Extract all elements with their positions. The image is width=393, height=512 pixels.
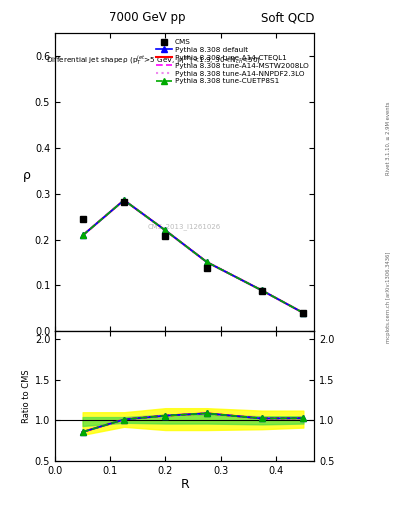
CMS [122,199,127,205]
Pythia 8.308 tune-CUETP8S1 [204,259,209,265]
Text: mcplots.cern.ch [arXiv:1306.3436]: mcplots.cern.ch [arXiv:1306.3436] [386,251,391,343]
Pythia 8.308 default [301,310,306,316]
Line: Pythia 8.308 default: Pythia 8.308 default [80,197,306,316]
Pythia 8.308 default [163,227,168,233]
Pythia 8.308 default [204,259,209,265]
Pythia 8.308 tune-A14-CTEQL1 [80,232,85,239]
Y-axis label: Ratio to CMS: Ratio to CMS [22,369,31,423]
Text: Soft QCD: Soft QCD [261,11,314,24]
Line: Pythia 8.308 tune-A14-CTEQL1: Pythia 8.308 tune-A14-CTEQL1 [83,200,303,313]
X-axis label: R: R [180,478,189,492]
Pythia 8.308 tune-A14-NNPDF2.3LO [301,310,306,316]
Pythia 8.308 tune-A14-MSTW2008LO [204,259,209,265]
Pythia 8.308 tune-A14-NNPDF2.3LO [122,197,127,203]
Line: Pythia 8.308 tune-A14-NNPDF2.3LO: Pythia 8.308 tune-A14-NNPDF2.3LO [83,200,303,313]
Pythia 8.308 tune-A14-CTEQL1 [260,287,264,293]
Pythia 8.308 tune-A14-MSTW2008LO [301,310,306,316]
Legend: CMS, Pythia 8.308 default, Pythia 8.308 tune-A14-CTEQL1, Pythia 8.308 tune-A14-M: CMS, Pythia 8.308 default, Pythia 8.308 … [154,37,311,87]
Pythia 8.308 tune-A14-CTEQL1 [122,197,127,203]
Pythia 8.308 tune-A14-CTEQL1 [163,227,168,233]
Pythia 8.308 tune-CUETP8S1 [80,232,85,239]
Pythia 8.308 tune-A14-NNPDF2.3LO [80,232,85,239]
CMS [163,233,168,239]
CMS [80,217,85,223]
Pythia 8.308 tune-A14-NNPDF2.3LO [260,287,264,293]
Text: Differential jet shapeρ (p$_T^{jet}$>5 GeV, |η$^{jet}$|<1.9, 30<N$_{ch}$<50): Differential jet shapeρ (p$_T^{jet}$>5 G… [46,54,261,68]
Pythia 8.308 tune-A14-NNPDF2.3LO [163,227,168,233]
Line: Pythia 8.308 tune-CUETP8S1: Pythia 8.308 tune-CUETP8S1 [80,197,306,316]
Pythia 8.308 tune-CUETP8S1 [301,310,306,316]
Pythia 8.308 tune-A14-MSTW2008LO [163,227,168,233]
Pythia 8.308 tune-A14-MSTW2008LO [122,197,127,203]
Pythia 8.308 tune-A14-NNPDF2.3LO [204,259,209,265]
CMS [260,288,264,294]
Pythia 8.308 tune-A14-MSTW2008LO [260,287,264,293]
Pythia 8.308 tune-A14-MSTW2008LO [80,232,85,239]
Pythia 8.308 tune-CUETP8S1 [163,227,168,233]
Text: Rivet 3.1.10, ≥ 2.9M events: Rivet 3.1.10, ≥ 2.9M events [386,101,391,175]
CMS [301,310,306,316]
Text: 7000 GeV pp: 7000 GeV pp [109,11,185,24]
Pythia 8.308 default [122,197,127,203]
Pythia 8.308 default [260,287,264,293]
Pythia 8.308 default [80,232,85,239]
Pythia 8.308 tune-A14-CTEQL1 [301,310,306,316]
Line: Pythia 8.308 tune-A14-MSTW2008LO: Pythia 8.308 tune-A14-MSTW2008LO [83,200,303,313]
Text: CMS_2013_I1261026: CMS_2013_I1261026 [148,224,221,230]
Pythia 8.308 tune-CUETP8S1 [260,287,264,293]
Y-axis label: ρ: ρ [22,169,30,182]
Pythia 8.308 tune-A14-CTEQL1 [204,259,209,265]
Pythia 8.308 tune-CUETP8S1 [122,197,127,203]
Line: CMS: CMS [79,198,307,317]
CMS [204,265,209,271]
